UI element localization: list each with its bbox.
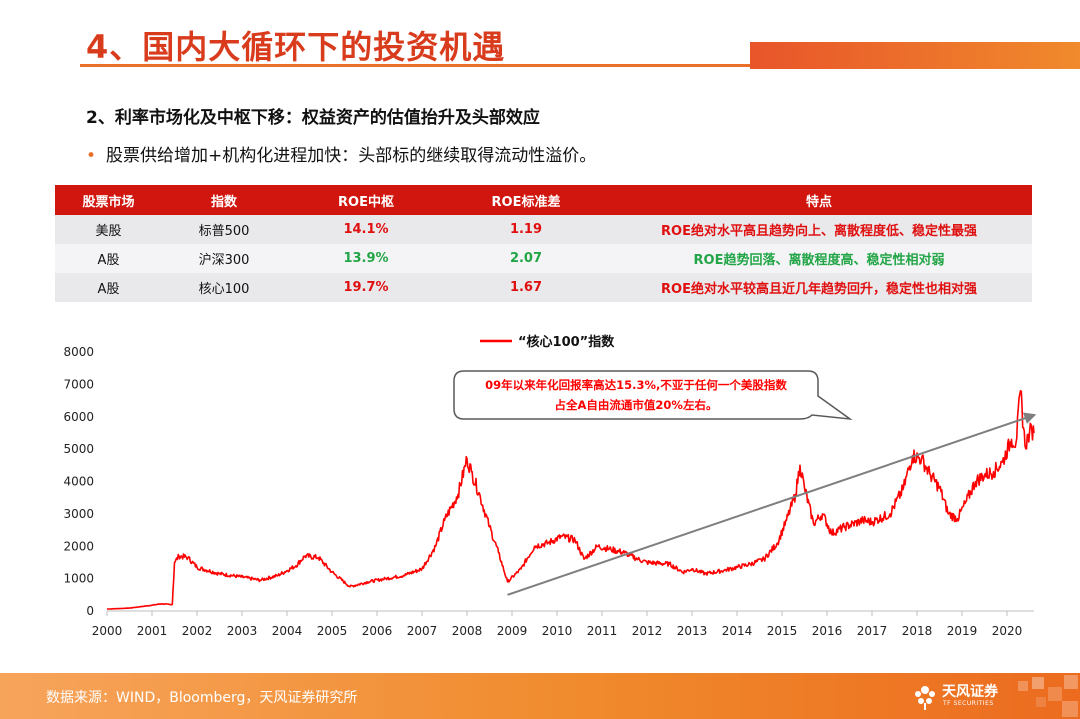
y-tick-label: 4000 [63,475,94,489]
cell-roe-center: 19.7% [286,273,446,302]
x-tick-label: 2014 [722,624,753,638]
x-tick-label: 2018 [902,624,933,638]
x-tick-label: 2008 [452,624,483,638]
x-tick-label: 2020 [992,624,1023,638]
x-tick-label: 2007 [407,624,438,638]
x-tick-label: 2016 [812,624,843,638]
tf-securities-logo: 天风证券 TF SECURITIES [912,679,1032,713]
cell-index: 核心100 [162,273,286,302]
x-tick-label: 2015 [767,624,798,638]
cell-index: 沪深300 [162,244,286,273]
col-header-roe-std: ROE标准差 [446,185,606,215]
chart-annotation: 09年以来年化回报率高达15.3%,不亚于任何一个美股指数占全A自由流通市值20… [453,370,853,421]
x-tick-label: 2001 [137,624,168,638]
x-tick-label: 2006 [362,624,393,638]
roe-comparison-table: 股票市场 指数 ROE中枢 ROE标准差 特点 美股 标普500 14.1% 1… [55,185,1032,302]
cell-feature: ROE绝对水平高且趋势向上、离散程度低、稳定性最强 [606,215,1032,244]
tf-logo-icon [915,686,935,710]
table-row: A股 沪深300 13.9% 2.07 ROE趋势回落、离散程度高、稳定性相对弱 [55,244,1032,273]
logo-text-cn: 天风证券 [942,684,998,700]
table-header-row: 股票市场 指数 ROE中枢 ROE标准差 特点 [55,185,1032,215]
footer-decoration [1018,675,1078,717]
y-tick-label: 6000 [63,410,94,424]
bullet-dot-icon: • [86,146,97,166]
slide-title: 4、国内大循环下的投资机遇 [86,28,506,66]
col-header-roe-center: ROE中枢 [286,185,446,215]
col-header-feature: 特点 [606,185,1032,215]
annotation-bubble [453,370,853,421]
cell-market: A股 [55,273,162,302]
cell-roe-center: 13.9% [286,244,446,273]
x-tick-label: 2000 [92,624,123,638]
y-tick-label: 1000 [63,572,94,586]
series-layer [106,390,1035,610]
cell-index: 标普500 [162,215,286,244]
title-accent-bar [750,42,1080,69]
footer-bar: 数据来源：WIND，Bloomberg，天风证券研究所 天风证券 TF SECU… [0,673,1080,719]
x-tick-label: 2002 [182,624,213,638]
section-subtitle: 2、利率市场化及中枢下移：权益资产的估值抬升及头部效应 [86,108,540,128]
annotation-text: 09年以来年化回报率高达15.3%,不亚于任何一个美股指数 [485,378,787,392]
series-line-core100 [106,390,1035,610]
data-source-note: 数据来源：WIND，Bloomberg，天风证券研究所 [46,690,358,706]
cell-feature: ROE趋势回落、离散程度高、稳定性相对弱 [606,244,1032,273]
table-row: A股 核心100 19.7% 1.67 ROE绝对水平较高且近几年趋势回升，稳定… [55,273,1032,302]
cell-market: A股 [55,244,162,273]
cell-roe-center: 14.1% [286,215,446,244]
trend-line [507,412,1037,596]
x-tick-label: 2019 [947,624,978,638]
title-underline [80,64,750,67]
y-tick-label: 7000 [63,377,94,391]
y-tick-label: 3000 [63,507,94,521]
x-tick-label: 2003 [227,624,258,638]
x-tick-label: 2004 [272,624,303,638]
cell-feature: ROE绝对水平较高且近几年趋势回升，稳定性也相对强 [606,273,1032,302]
legend-label: “核心100”指数 [518,334,615,350]
x-tick-label: 2013 [677,624,708,638]
x-tick-label: 2005 [317,624,348,638]
annotation-text: 占全A自由流通市值20%左右。 [555,398,718,412]
x-tick-label: 2010 [542,624,573,638]
table-row: 美股 标普500 14.1% 1.19 ROE绝对水平高且趋势向上、离散程度低、… [55,215,1032,244]
col-header-index: 指数 [162,185,286,215]
logo-text-en: TF SECURITIES [943,700,994,707]
cell-market: 美股 [55,215,162,244]
col-header-market: 股票市场 [55,185,162,215]
cell-roe-std: 1.19 [446,215,606,244]
x-tick-label: 2012 [632,624,663,638]
bullet-text: 股票供给增加+机构化进程加快：头部标的继续取得流动性溢价。 [106,146,597,166]
y-tick-label: 2000 [63,539,94,553]
x-tick-label: 2011 [587,624,618,638]
y-tick-label: 8000 [63,345,94,359]
chart-legend: “核心100”指数 [480,334,615,350]
y-tick-label: 0 [86,604,94,618]
bullet-point: • 股票供给增加+机构化进程加快：头部标的继续取得流动性溢价。 [86,141,596,166]
y-axis-labels: 0 1000 2000 3000 4000 5000 6000 7000 8000 [63,345,94,618]
x-axis: 2000 2001 2002 2003 2004 2005 2006 2007 2008 2009… [92,610,1034,638]
x-tick-label: 2009 [497,624,528,638]
y-tick-label: 5000 [63,442,94,456]
cell-roe-std: 2.07 [446,244,606,273]
cell-roe-std: 1.67 [446,273,606,302]
trend-layer [507,412,1037,596]
x-tick-label: 2017 [857,624,888,638]
